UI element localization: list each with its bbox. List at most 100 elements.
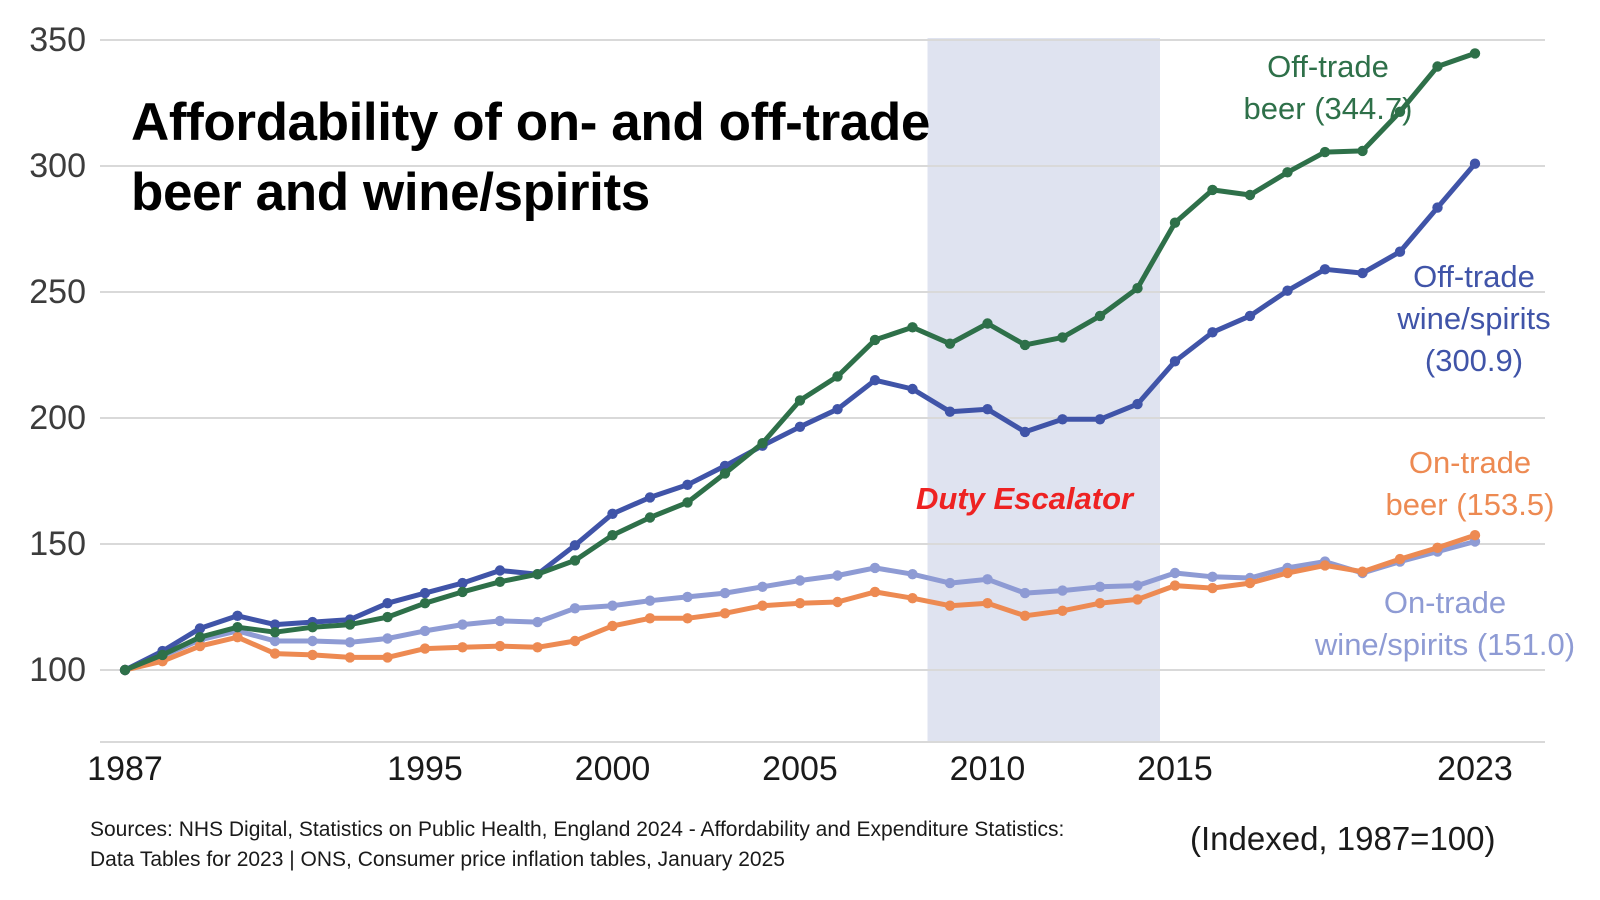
series-marker xyxy=(569,635,581,647)
series-marker xyxy=(457,586,468,598)
series-marker xyxy=(1394,106,1406,118)
series-marker xyxy=(1394,246,1406,257)
series-marker xyxy=(794,598,806,609)
series-marker xyxy=(794,395,806,406)
series-marker xyxy=(1132,398,1143,410)
series-marker xyxy=(494,565,506,576)
series-marker xyxy=(869,562,881,574)
series-marker xyxy=(119,664,131,676)
series-marker xyxy=(344,619,356,630)
series-marker xyxy=(307,649,318,661)
series-marker xyxy=(832,596,843,608)
series-marker xyxy=(907,593,918,604)
series-marker xyxy=(1169,567,1181,579)
series-marker xyxy=(794,421,806,432)
series-marker xyxy=(157,649,168,661)
series-marker xyxy=(1094,598,1106,609)
series-marker xyxy=(682,479,693,490)
series-marker xyxy=(1057,605,1068,616)
series-marker xyxy=(1357,145,1368,157)
series-marker xyxy=(269,619,281,630)
series-marker xyxy=(832,404,843,415)
series-marker xyxy=(1394,553,1406,565)
series-marker xyxy=(1282,285,1293,296)
series-label-ontrade-winespirits-line2: wine/spirits (151.0) xyxy=(1314,627,1576,663)
y-axis-tick-350: 350 xyxy=(29,21,86,59)
series-marker xyxy=(382,633,393,644)
indexed-note: (Indexed, 1987=100) xyxy=(1190,820,1496,857)
series-marker xyxy=(1469,48,1481,59)
series-marker xyxy=(1244,310,1256,322)
series-marker xyxy=(1357,267,1368,279)
series-marker xyxy=(944,406,956,417)
series-marker xyxy=(1282,567,1293,579)
series-marker xyxy=(1244,189,1256,201)
series-line xyxy=(122,161,1478,673)
series-marker xyxy=(569,540,581,551)
series-marker xyxy=(457,619,468,630)
series-marker xyxy=(1282,167,1293,178)
series-marker xyxy=(1432,202,1443,213)
x-axis-tick-2015: 2015 xyxy=(1137,750,1213,788)
series-marker xyxy=(644,492,656,503)
series-marker xyxy=(1207,571,1218,582)
series-marker xyxy=(1432,542,1443,553)
series-marker xyxy=(644,512,656,523)
series-marker xyxy=(1094,414,1106,425)
series-label-ontrade-beer: On-trade beer (153.5) xyxy=(1340,442,1600,526)
series-marker xyxy=(532,642,543,653)
series-marker xyxy=(682,613,693,624)
series-marker xyxy=(194,640,206,652)
series-marker xyxy=(269,635,281,647)
series-marker xyxy=(907,383,918,395)
series-marker xyxy=(607,508,618,519)
series-marker xyxy=(494,576,506,587)
series-marker xyxy=(832,570,843,581)
series-marker xyxy=(532,569,543,580)
series-marker xyxy=(1469,530,1481,541)
series-marker xyxy=(1057,585,1068,596)
series-marker xyxy=(1057,414,1068,425)
series-marker xyxy=(1057,332,1068,343)
series-marker xyxy=(982,574,993,585)
series-marker xyxy=(1019,587,1031,599)
series-marker xyxy=(1094,581,1106,592)
series-marker xyxy=(382,611,393,623)
series-label-ontrade-winespirits-line1: On-trade xyxy=(1383,585,1507,620)
series-marker xyxy=(569,603,581,614)
series-marker xyxy=(232,622,243,633)
series-marker xyxy=(569,555,581,566)
duty-escalator-band-rect xyxy=(927,38,1160,742)
y-axis-tick-150: 150 xyxy=(29,525,86,563)
series-lines xyxy=(119,48,1481,676)
series-marker xyxy=(232,610,243,621)
series-marker xyxy=(1469,158,1481,169)
series-marker xyxy=(1319,264,1331,275)
series-label-offtrade-beer-line2: beer (344.7) xyxy=(1243,91,1413,127)
series-marker xyxy=(682,591,693,603)
series-marker xyxy=(1207,582,1218,594)
x-axis-tick-2000: 2000 xyxy=(574,750,651,788)
series-marker xyxy=(1169,580,1181,591)
series-marker xyxy=(494,615,506,627)
series-marker xyxy=(419,643,431,654)
series-marker xyxy=(719,468,731,479)
series-marker xyxy=(307,622,318,633)
series-marker xyxy=(1319,560,1331,571)
series-label-offtrade-winespirits-line1: Off-trade xyxy=(1413,259,1535,294)
series-marker xyxy=(982,598,993,609)
series-marker xyxy=(1019,610,1031,621)
series-marker xyxy=(719,608,731,619)
series-marker xyxy=(1132,283,1143,294)
series-marker xyxy=(269,627,281,638)
duty-escalator-band xyxy=(927,38,1160,742)
y-axis-tick-300: 300 xyxy=(29,147,86,185)
series-marker xyxy=(457,577,468,589)
series-marker xyxy=(1357,566,1368,577)
series-marker xyxy=(1019,426,1031,438)
series-marker xyxy=(419,598,431,609)
series-label-ontrade-beer-line2: beer (153.5) xyxy=(1385,487,1555,523)
series-marker xyxy=(644,613,656,624)
